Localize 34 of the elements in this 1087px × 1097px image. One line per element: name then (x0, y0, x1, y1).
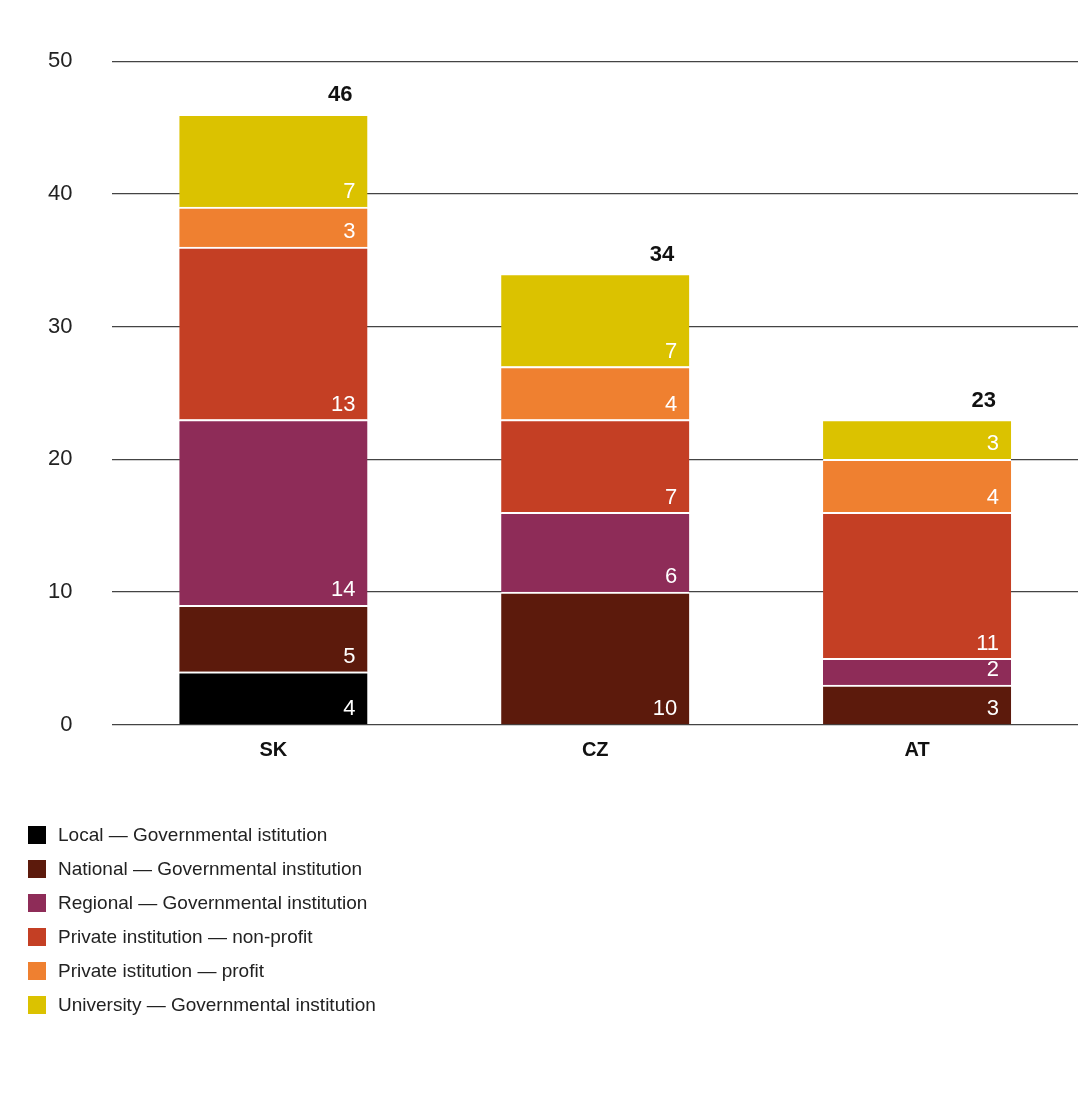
y-tick-label: 20 (47, 445, 73, 471)
data-label: 13 (330, 390, 356, 416)
y-tick-label: 0 (60, 710, 73, 736)
data-label: 11 (976, 629, 1000, 655)
x-tick-label: CZ (581, 738, 609, 761)
data-label: 7 (343, 178, 356, 204)
total-label: 23 (971, 386, 997, 412)
legend-label: Private istitution — profit (58, 960, 264, 982)
data-label: 4 (343, 695, 356, 721)
data-label: 2 (986, 656, 1000, 682)
y-tick-label: 40 (47, 179, 73, 205)
x-tick-label: AT (904, 738, 930, 761)
data-label: 7 (664, 337, 678, 363)
y-tick-label: 50 (47, 47, 73, 73)
data-label: 3 (343, 218, 356, 244)
legend-label: Regional — Governmental institution (58, 892, 368, 914)
legend-label: National — Governmental institution (58, 858, 363, 880)
legend-label: University — Governmental institution (58, 994, 376, 1016)
data-label: 14 (330, 576, 356, 602)
y-tick-label: 10 (47, 578, 73, 604)
data-label: 3 (986, 695, 1000, 721)
total-label: 46 (327, 81, 353, 107)
data-label: 4 (986, 483, 1000, 509)
data-label: 4 (664, 390, 678, 416)
data-label: 10 (652, 695, 678, 721)
data-label: 5 (343, 642, 356, 668)
total-label: 34 (649, 240, 675, 266)
data-label: 6 (664, 563, 678, 589)
y-tick-label: 30 (47, 312, 73, 338)
data-label: 7 (664, 483, 678, 509)
legend-label: Private institution — non-profit (58, 926, 313, 948)
x-tick-label: SK (259, 738, 288, 761)
legend-label: Local — Governmental istitution (58, 824, 328, 846)
data-label: 3 (986, 430, 1000, 456)
